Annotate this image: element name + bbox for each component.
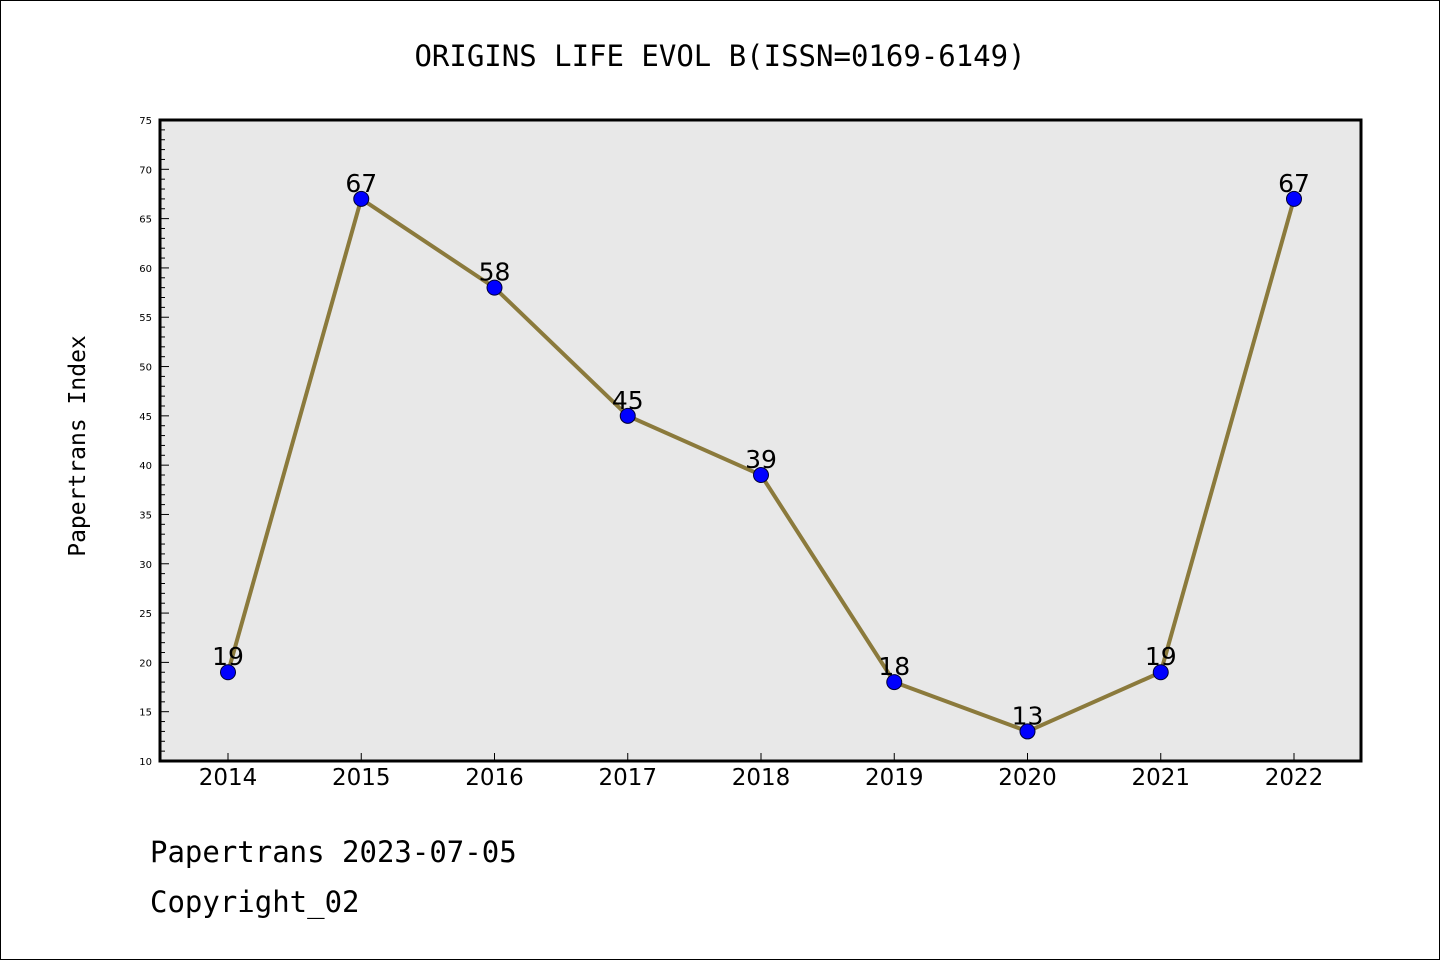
x-tick-label: 2021 — [1131, 765, 1190, 791]
y-tick-label: 65 — [139, 215, 152, 226]
y-tick-label: 30 — [139, 560, 152, 571]
y-tick-label: 50 — [139, 363, 152, 374]
footer-source-line: Papertrans 2023-07-05 — [150, 835, 517, 869]
data-point — [353, 190, 370, 207]
data-point — [220, 664, 236, 681]
x-axis-ticks: 2014 2015 2016 2017 2018 2019 2020 2021 2022 — [199, 753, 1324, 791]
x-tick-label: 2015 — [332, 765, 391, 791]
y-tick-label: 25 — [139, 609, 152, 620]
data-point — [619, 407, 636, 424]
data-point — [486, 279, 503, 296]
y-tick-label: 55 — [139, 313, 152, 324]
data-point — [1019, 723, 1036, 740]
footer-copyright: Copyright_02 — [150, 885, 360, 919]
y-tick-label: 45 — [139, 412, 152, 423]
x-tick-label: 2022 — [1265, 765, 1324, 791]
y-axis-label: Papertrans Index — [65, 335, 91, 557]
y-tick-label: 70 — [139, 165, 152, 176]
x-tick-label: 2020 — [998, 765, 1057, 791]
chart-title: ORIGINS LIFE EVOL B(ISSN=0169-6149) — [414, 39, 1025, 73]
y-tick-label: 35 — [139, 510, 152, 521]
x-tick-label: 2014 — [199, 765, 258, 791]
y-tick-label: 15 — [139, 708, 152, 719]
x-tick-label: 2016 — [465, 765, 524, 791]
y-tick-label: 60 — [139, 264, 152, 275]
y-tick-label: 20 — [139, 658, 152, 669]
data-point — [1286, 190, 1302, 207]
data-point — [753, 467, 769, 484]
plot-border — [158, 118, 1363, 763]
y-tick-label: 75 — [139, 116, 152, 127]
data-point — [1152, 664, 1169, 681]
x-tick-label: 2019 — [865, 765, 924, 791]
x-tick-label: 2017 — [598, 765, 657, 791]
data-point — [886, 674, 903, 691]
x-tick-label: 2018 — [732, 765, 791, 791]
plot-area — [160, 120, 1361, 761]
y-tick-label: 10 — [139, 757, 152, 768]
y-tick-label: 40 — [139, 461, 152, 472]
